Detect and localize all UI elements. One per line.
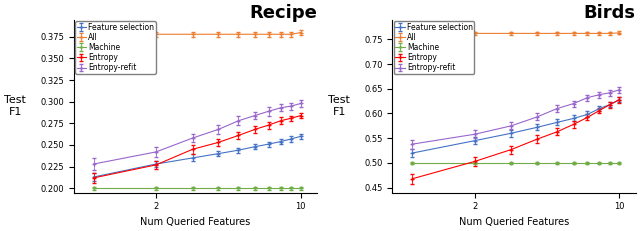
Text: Recipe: Recipe: [249, 4, 317, 22]
Legend: Feature selection, All, Machine, Entropy, Entropy-refit: Feature selection, All, Machine, Entropy…: [76, 21, 156, 74]
Legend: Feature selection, All, Machine, Entropy, Entropy-refit: Feature selection, All, Machine, Entropy…: [394, 21, 474, 74]
Y-axis label: Test
F1: Test F1: [4, 95, 26, 117]
X-axis label: Num Queried Features: Num Queried Features: [140, 217, 250, 227]
X-axis label: Num Queried Features: Num Queried Features: [459, 217, 569, 227]
Text: Birds: Birds: [584, 4, 636, 22]
Y-axis label: Test
F1: Test F1: [328, 95, 350, 117]
